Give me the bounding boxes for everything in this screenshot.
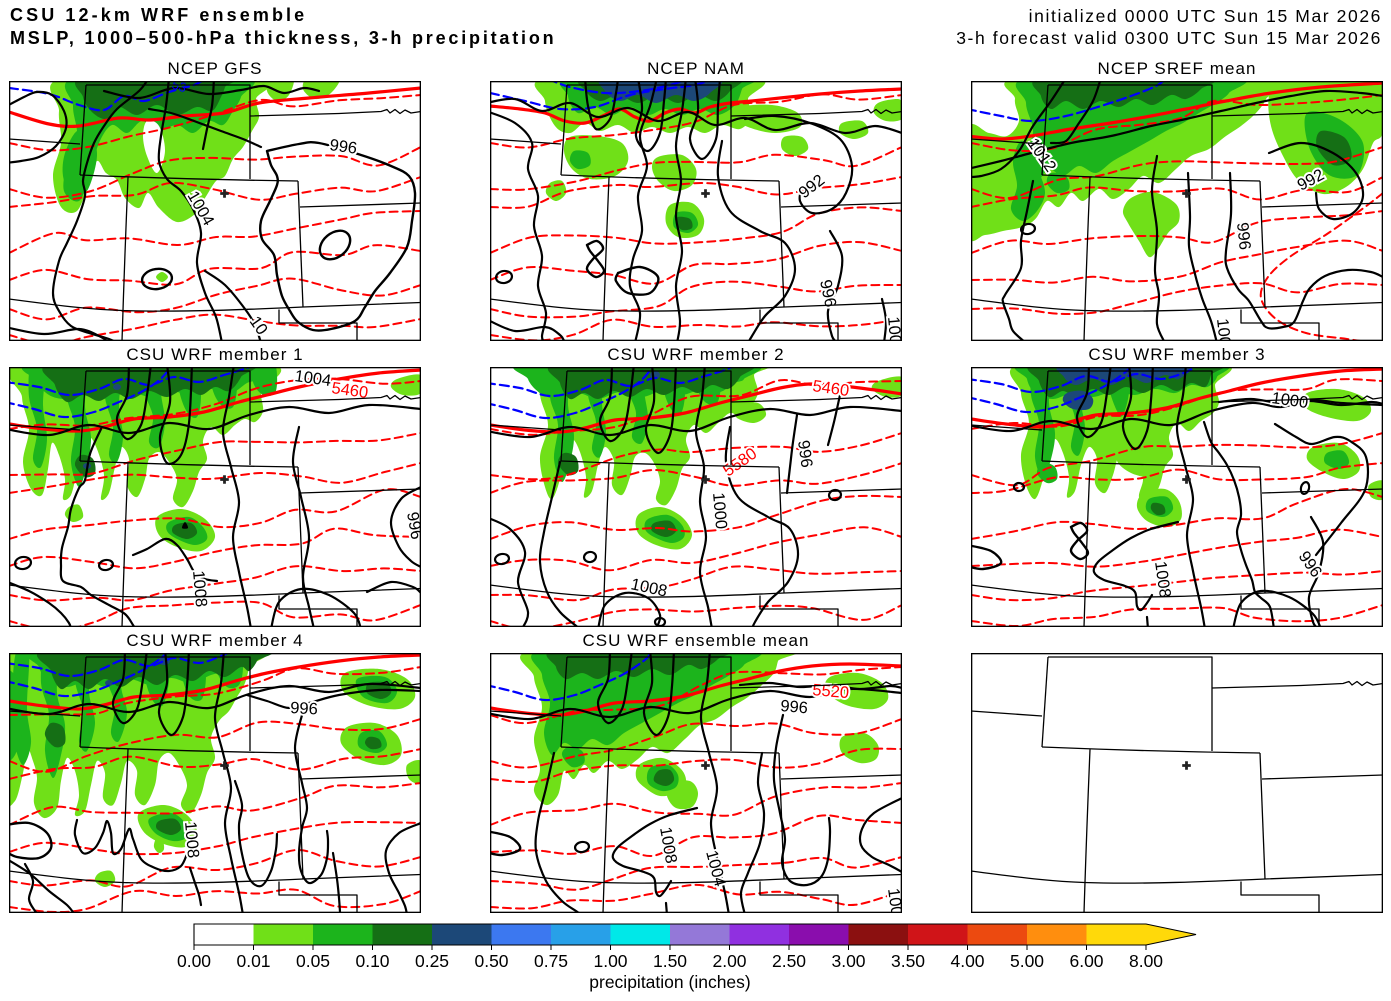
svg-text:1000: 1000 [884,316,902,341]
svg-text:1008: 1008 [189,570,210,608]
svg-text:0.01: 0.01 [236,951,270,971]
svg-text:996: 996 [780,697,809,717]
svg-text:1000: 1000 [884,887,902,913]
svg-text:996: 996 [1295,548,1326,581]
svg-text:2.50: 2.50 [772,951,806,971]
svg-text:1008: 1008 [1151,560,1174,599]
svg-text:996: 996 [290,699,318,718]
svg-text:0.10: 0.10 [355,951,389,971]
svg-text:5.00: 5.00 [1010,951,1044,971]
svg-text:0.25: 0.25 [415,951,449,971]
svg-text:2.00: 2.00 [712,951,746,971]
svg-text:0.50: 0.50 [474,951,508,971]
svg-text:3.00: 3.00 [831,951,865,971]
svg-text:1008: 1008 [656,826,680,865]
svg-text:3.50: 3.50 [891,951,925,971]
svg-text:0.00: 0.00 [177,951,211,971]
svg-text:1000: 1000 [1213,318,1235,341]
svg-text:996: 996 [816,278,839,309]
svg-text:precipitation (inches): precipitation (inches) [589,972,750,992]
svg-text:1000: 1000 [709,492,730,530]
svg-text:8.00: 8.00 [1129,951,1163,971]
svg-text:5520: 5520 [812,681,850,702]
svg-text:996: 996 [794,439,816,469]
svg-text:1.00: 1.00 [593,951,627,971]
svg-text:0.05: 0.05 [296,951,330,971]
svg-text:1.50: 1.50 [653,951,687,971]
svg-text:6.00: 6.00 [1069,951,1103,971]
svg-text:4.00: 4.00 [950,951,984,971]
svg-text:996: 996 [1233,222,1254,251]
svg-text:5460: 5460 [811,377,850,400]
svg-text:0.75: 0.75 [534,951,568,971]
svg-text:996: 996 [328,136,358,158]
svg-text:1008: 1008 [181,821,202,859]
